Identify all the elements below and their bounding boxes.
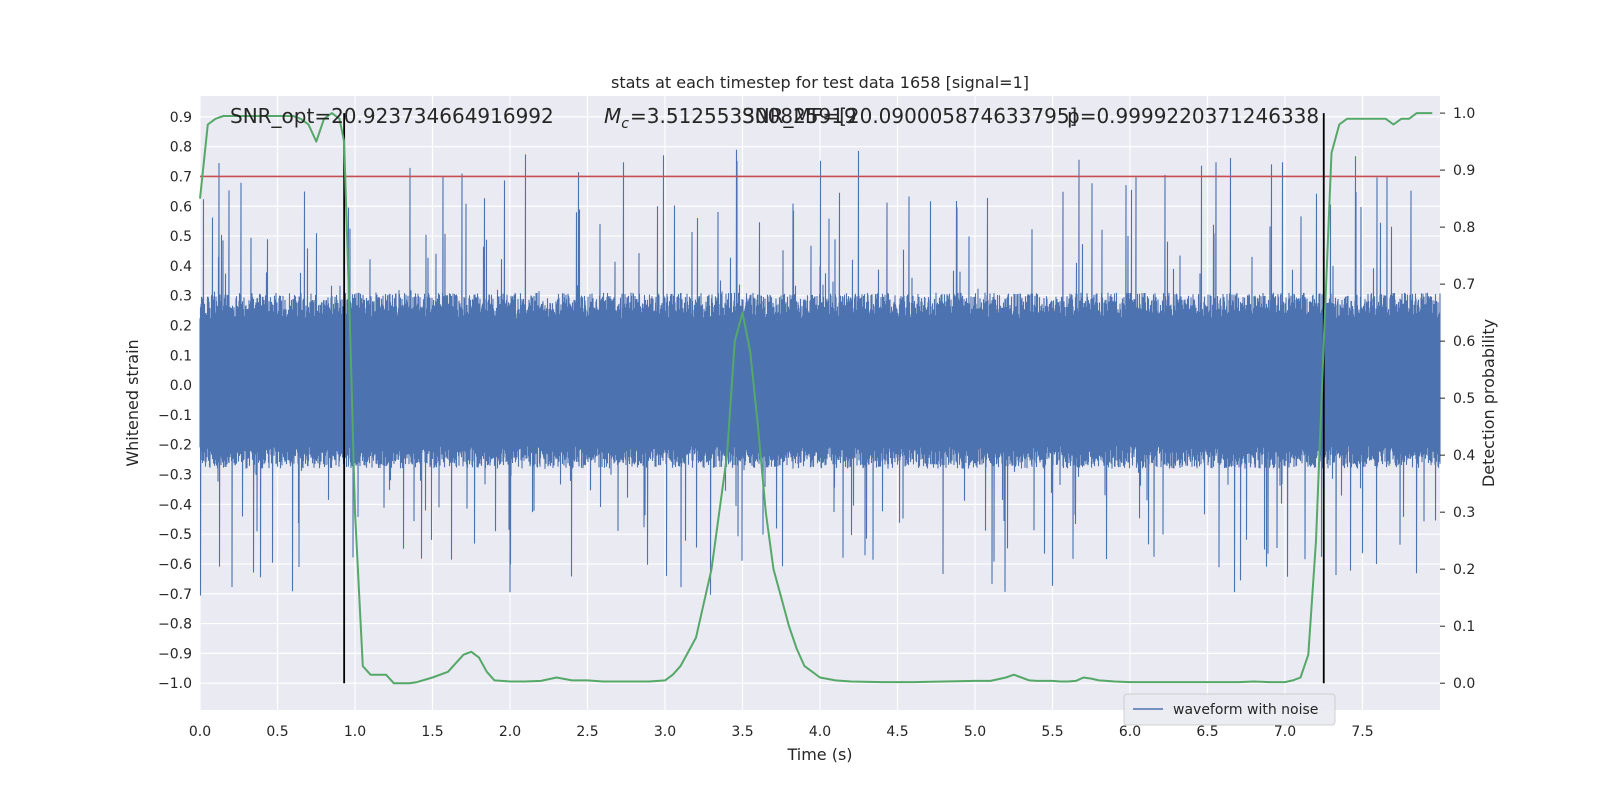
- y2-tick-label: 0.9: [1453, 163, 1475, 179]
- legend: waveform with noise: [1123, 693, 1336, 726]
- x-tick-label: 3.0: [654, 724, 676, 740]
- x-tick-label: 1.5: [421, 724, 443, 740]
- y-tick-label: 0.5: [170, 229, 192, 245]
- y-tick-label: −0.5: [158, 527, 192, 543]
- y2-tick-label: 0.6: [1453, 334, 1475, 350]
- y-tick-label: −0.9: [158, 646, 192, 662]
- y-tick-label: 0.4: [170, 259, 192, 275]
- y2-tick-label: 0.3: [1453, 505, 1475, 521]
- y-tick-label: 0.9: [170, 110, 192, 126]
- y-tick-label: −0.7: [158, 587, 192, 603]
- y-tick-label: 0.8: [170, 140, 192, 156]
- y2-tick-label: 0.4: [1453, 448, 1475, 464]
- y2-tick-label: 0.7: [1453, 277, 1475, 293]
- y-tick-label: −0.3: [158, 468, 192, 484]
- x-tick-label: 4.0: [809, 724, 831, 740]
- x-tick-label: 3.5: [731, 724, 753, 740]
- x-tick-label: 0.5: [266, 724, 288, 740]
- snr-mf-annotation: SNR_MF=[20.090005874633795]: [742, 104, 1077, 128]
- y-tick-label: −1.0: [158, 676, 192, 692]
- x-tick-label: 4.5: [886, 724, 908, 740]
- y-tick-label: −0.1: [158, 408, 192, 424]
- mc-annotation: =3.512553300825919: [630, 104, 857, 128]
- x-tick-label: 2.5: [576, 724, 598, 740]
- x-tick-label: 7.5: [1351, 724, 1373, 740]
- y-tick-label: −0.4: [158, 497, 192, 513]
- x-axis-label: Time (s): [786, 745, 852, 764]
- legend-label: waveform with noise: [1173, 702, 1318, 718]
- y-tick-label: 0.1: [170, 348, 192, 364]
- ticks: 0.0 0.5 1.0 1.5 2.0 2.5 3.0 3.5 4.0 4.5 5.0 5.5 6.0 6…: [158, 106, 1475, 740]
- x-tick-label: 6.0: [1119, 724, 1141, 740]
- strain-noise-line: [199, 149, 1441, 596]
- y2-tick-label: 0.1: [1453, 619, 1475, 635]
- y-tick-label: 0.2: [170, 319, 192, 335]
- legend-box: [1123, 693, 1336, 726]
- x-tick-label: 1.0: [344, 724, 366, 740]
- snr-opt-annotation: SNR_opt=20.923734664916992: [230, 104, 554, 128]
- x-tick-label: 7.0: [1274, 724, 1296, 740]
- y2-axis-label: Detection probability: [1479, 319, 1498, 487]
- y2-tick-label: 0.2: [1453, 562, 1475, 578]
- y-tick-label: 0.7: [170, 169, 192, 185]
- x-tick-label: 0.0: [189, 724, 211, 740]
- detection-probability-line: [199, 112, 1433, 685]
- y-tick-label: −0.2: [158, 438, 192, 454]
- y2-tick-label: 0.8: [1453, 220, 1475, 236]
- y2-tick-label: 0.0: [1453, 676, 1475, 692]
- y-tick-label: 0.3: [170, 289, 192, 305]
- chart-title: stats at each timestep for test data 165…: [611, 73, 1029, 92]
- y2-tick-label: 1.0: [1453, 106, 1475, 122]
- y2-tick-label: 0.5: [1453, 391, 1475, 407]
- x-tick-label: 5.5: [1041, 724, 1063, 740]
- p-annotation: p=0.9999220371246338: [1067, 104, 1319, 128]
- y-tick-label: −0.8: [158, 617, 192, 633]
- x-tick-label: 5.0: [964, 724, 986, 740]
- y-axis-label: Whitened strain: [123, 339, 142, 466]
- x-tick-label: 2.0: [499, 724, 521, 740]
- overlays: [199, 112, 1440, 685]
- y-tick-label: −0.6: [158, 557, 192, 573]
- x-tick-label: 6.5: [1196, 724, 1218, 740]
- y-tick-label: 0.6: [170, 199, 192, 215]
- y-tick-label: 0.0: [170, 378, 192, 394]
- strain-series: [199, 149, 1441, 596]
